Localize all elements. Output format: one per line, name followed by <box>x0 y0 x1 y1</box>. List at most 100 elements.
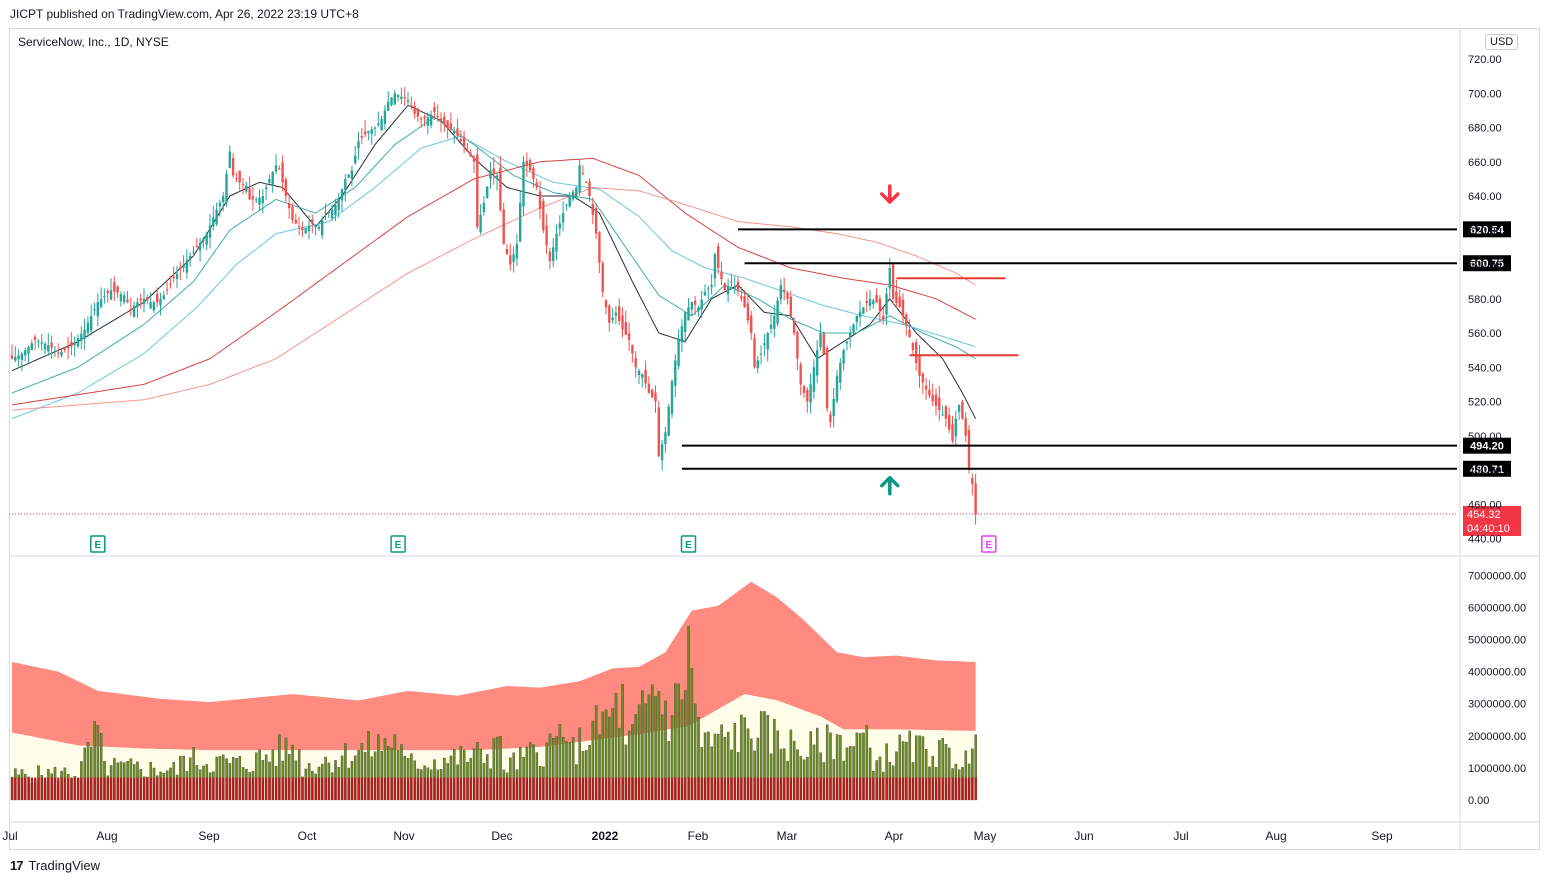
volume-base-bar <box>872 777 875 800</box>
volume-base-bar <box>624 777 627 800</box>
volume-base-bar <box>397 777 400 800</box>
volume-base-bar <box>189 777 192 800</box>
candle-body <box>928 389 931 396</box>
candle-body <box>215 209 218 224</box>
volume-base-bar <box>519 777 522 800</box>
volume-base-bar <box>110 777 113 800</box>
volume-base-bar <box>255 777 258 800</box>
volume-base-bar <box>20 777 24 800</box>
candle-body <box>370 129 373 134</box>
volume-base-bar <box>30 777 33 800</box>
candle-body <box>367 130 370 134</box>
candle-body <box>304 227 307 234</box>
candle-body <box>769 324 773 329</box>
volume-base-bar <box>341 777 344 800</box>
candle-body <box>228 151 231 168</box>
volume-base-bar <box>552 777 555 800</box>
candle-body <box>453 130 456 134</box>
volume-base-bar <box>671 777 674 800</box>
volume-base-bar <box>360 777 363 800</box>
candle-body <box>938 397 941 411</box>
candle-body <box>730 281 733 283</box>
volume-base-bar <box>60 777 63 800</box>
volume-base-bar <box>423 777 426 800</box>
volume-base-bar <box>849 777 852 800</box>
candle-body <box>156 293 159 303</box>
candle-body <box>832 398 835 416</box>
candle-body <box>20 353 24 360</box>
volume-base-bar <box>308 777 311 800</box>
time-tick-label: Jul <box>2 829 17 843</box>
candle-body <box>740 296 743 299</box>
volume-base-bar <box>575 777 578 800</box>
candle-body <box>578 165 581 193</box>
volume-tick-label: 0.00 <box>1468 795 1489 807</box>
volume-base-bar <box>489 777 492 800</box>
volume-base-bar <box>172 777 175 800</box>
currency-button[interactable]: USD <box>1485 34 1519 50</box>
symbol-title: ServiceNow, Inc., 1D, NYSE <box>18 35 169 49</box>
candle-body <box>301 227 304 231</box>
volume-base-bar <box>106 777 109 800</box>
candle-body <box>842 350 845 364</box>
volume-base-bar <box>799 777 802 800</box>
candle-body <box>921 373 924 383</box>
candle-body <box>812 367 816 392</box>
candle-body <box>139 298 142 301</box>
candle-body <box>918 354 921 376</box>
volume-base-bar <box>93 777 96 800</box>
volume-base-bar <box>822 777 825 800</box>
volume-base-bar <box>377 777 380 800</box>
level-label: 494.20 <box>1470 441 1504 453</box>
candle-body <box>142 298 146 305</box>
volume-base-bar <box>86 777 90 800</box>
candle-body <box>601 263 604 292</box>
volume-base-bar <box>80 777 83 800</box>
candle-body <box>146 297 149 301</box>
candle-body <box>944 406 948 419</box>
candle-body <box>552 247 555 261</box>
candle-body <box>449 123 453 130</box>
candle-body <box>360 136 363 138</box>
volume-base-bar <box>456 777 459 800</box>
candle-body <box>723 283 726 291</box>
candle-body <box>413 105 416 114</box>
candle-body <box>73 342 76 346</box>
volume-base-bar <box>284 777 288 800</box>
volume-base-bar <box>944 777 948 800</box>
candle-body <box>225 173 228 203</box>
volume-base-bar <box>96 777 99 800</box>
candle-body <box>657 407 660 457</box>
volume-base-bar <box>707 777 710 800</box>
candle-body <box>446 120 449 128</box>
candle-body <box>396 94 400 98</box>
volume-base-bar <box>746 777 750 800</box>
volume-base-bar <box>291 777 294 800</box>
volume-base-bar <box>836 777 839 800</box>
volume-base-bar <box>677 777 680 800</box>
candle-body <box>647 383 651 393</box>
volume-base-bar <box>116 777 119 800</box>
price-tick-label: 540.00 <box>1468 362 1502 374</box>
volume-base-bar <box>515 777 519 800</box>
candle-body <box>37 341 40 343</box>
candle-body <box>865 300 868 304</box>
volume-base-bar <box>63 777 66 800</box>
level-label-box <box>1463 255 1511 272</box>
candle-body <box>885 293 888 315</box>
moving-average-line <box>11 157 976 406</box>
candle-body <box>637 370 641 376</box>
candle-body <box>535 182 538 188</box>
volume-tick-label: 5000000.00 <box>1468 635 1526 647</box>
volume-base-bar <box>73 777 76 800</box>
volume-base-bar <box>773 777 776 800</box>
volume-base-bar <box>129 777 132 800</box>
candle-body <box>954 418 957 437</box>
volume-base-bar <box>17 777 20 800</box>
volume-tick-label: 4000000.00 <box>1468 667 1526 679</box>
volume-base-bar <box>532 777 535 800</box>
candle-body <box>492 168 495 173</box>
tradingview-logo[interactable]: 17 TradingView <box>10 858 100 873</box>
candle-body <box>387 101 390 111</box>
